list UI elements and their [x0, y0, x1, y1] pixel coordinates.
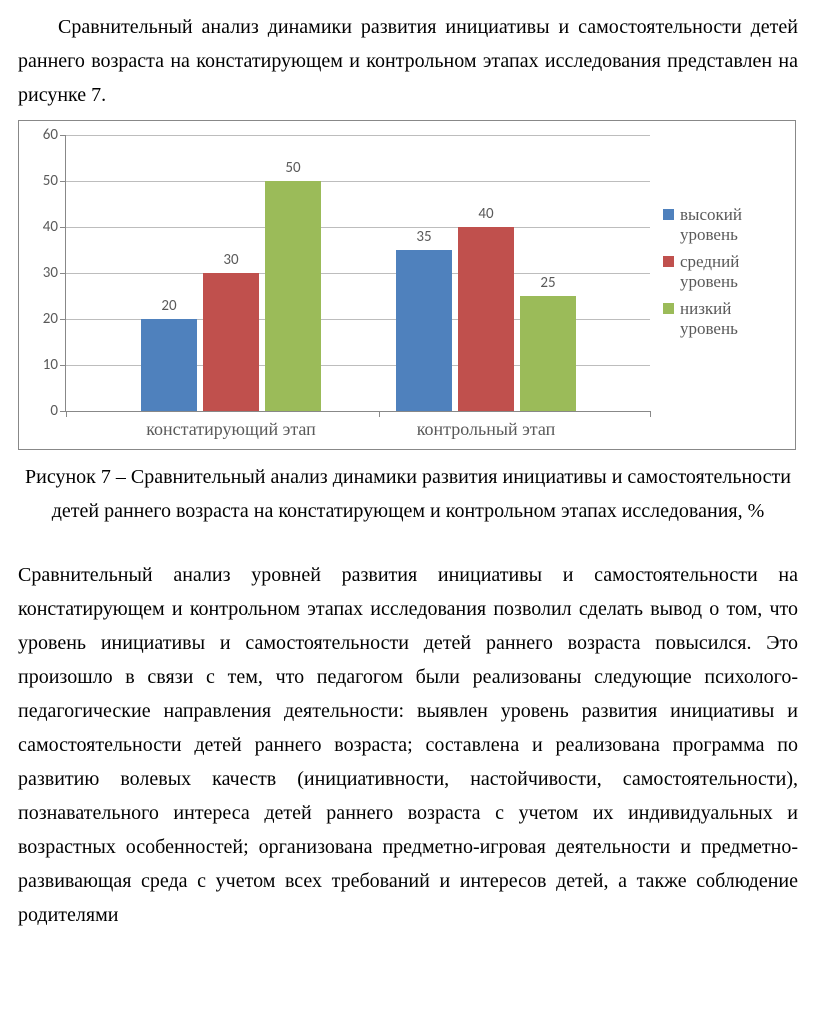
bar-value-label: 35	[416, 228, 431, 246]
legend-item: низкийуровень	[663, 299, 787, 338]
chart-container: 0102030405060констатирующий этапконтроль…	[18, 120, 796, 450]
category-label: контрольный этап	[417, 419, 556, 440]
x-tick	[650, 411, 651, 417]
gridline	[66, 181, 650, 182]
bar: 35	[396, 250, 452, 411]
y-tick-label: 40	[43, 218, 58, 236]
y-tick-label: 30	[43, 264, 58, 282]
bar: 50	[265, 181, 321, 411]
legend: высокийуровень среднийуровень низкийуровен…	[663, 205, 787, 346]
y-tick-label: 10	[43, 356, 58, 374]
legend-item: высокийуровень	[663, 205, 787, 244]
category-label: констатирующий этап	[146, 419, 316, 440]
y-tick-label: 20	[43, 310, 58, 328]
bar-value-label: 40	[478, 205, 493, 223]
bar: 20	[141, 319, 197, 411]
legend-label: среднийуровень	[680, 252, 739, 291]
gridline	[66, 135, 650, 136]
bar: 25	[520, 296, 576, 411]
x-tick	[66, 411, 67, 417]
body-paragraph: Сравнительный анализ уровней развития ин…	[18, 558, 798, 932]
bar-value-label: 20	[161, 297, 176, 315]
gridline	[66, 273, 650, 274]
bar-value-label: 30	[223, 251, 238, 269]
x-tick	[379, 411, 380, 417]
intro-paragraph: Сравнительный анализ динамики развития и…	[18, 10, 798, 112]
bar-value-label: 25	[540, 274, 555, 292]
figure-caption: Рисунок 7 – Сравнительный анализ динамик…	[18, 460, 798, 528]
bar: 40	[458, 227, 514, 411]
y-tick-label: 60	[43, 126, 58, 144]
legend-swatch	[663, 256, 674, 267]
legend-label: низкийуровень	[680, 299, 738, 338]
legend-swatch	[663, 303, 674, 314]
y-tick-label: 0	[50, 402, 58, 420]
gridline	[66, 227, 650, 228]
legend-item: среднийуровень	[663, 252, 787, 291]
legend-swatch	[663, 209, 674, 220]
plot-area: 0102030405060констатирующий этапконтроль…	[65, 135, 650, 412]
legend-label: высокийуровень	[680, 205, 742, 244]
bar-value-label: 50	[285, 159, 300, 177]
y-tick-label: 50	[43, 172, 58, 190]
bar: 30	[203, 273, 259, 411]
